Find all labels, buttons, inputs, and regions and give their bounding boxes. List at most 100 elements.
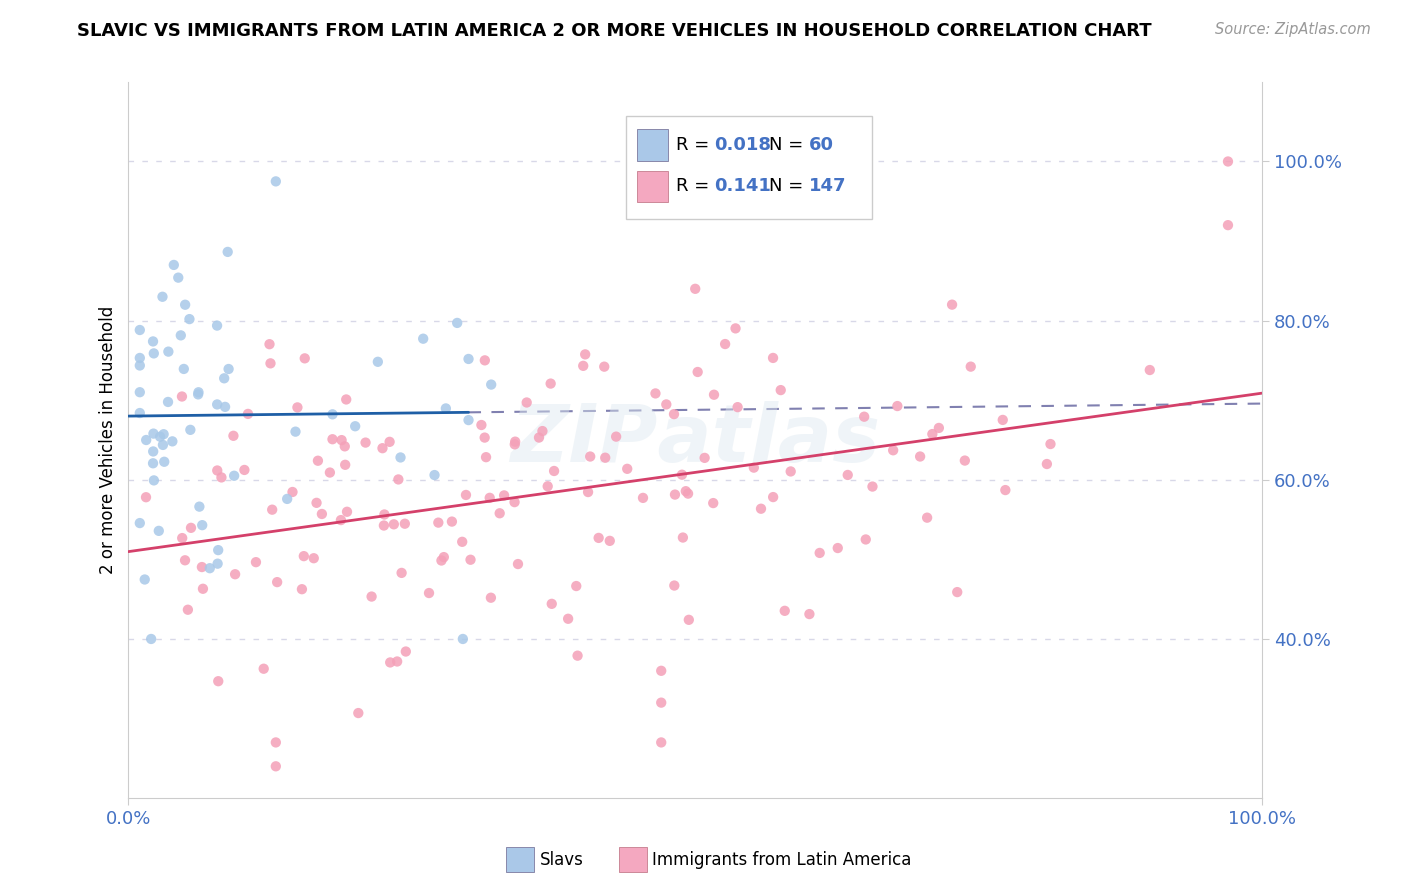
Point — [174, 298, 197, 312]
Point — [142, 444, 165, 458]
Point — [862, 479, 884, 493]
Point — [259, 356, 281, 370]
Point — [233, 463, 256, 477]
Point — [287, 401, 309, 415]
Point — [207, 674, 229, 689]
Point — [142, 346, 165, 360]
Point — [207, 557, 229, 571]
Point — [380, 656, 402, 670]
Point — [433, 550, 456, 565]
Point — [675, 484, 697, 499]
Point — [128, 323, 150, 337]
Point — [853, 409, 876, 424]
Point — [305, 496, 328, 510]
Point — [253, 662, 276, 676]
Point — [187, 385, 209, 400]
Point — [174, 553, 197, 567]
Text: R =: R = — [676, 178, 716, 195]
Point — [336, 505, 359, 519]
Point — [167, 270, 190, 285]
Point — [1039, 437, 1062, 451]
Point — [724, 321, 747, 335]
Text: R =: R = — [676, 136, 716, 153]
Point — [335, 392, 357, 407]
Point — [139, 632, 162, 646]
Point — [173, 362, 195, 376]
Point — [676, 486, 699, 500]
Point — [457, 351, 479, 366]
Y-axis label: 2 or more Vehicles in Household: 2 or more Vehicles in Household — [100, 306, 117, 574]
Point — [567, 648, 589, 663]
Point — [537, 479, 560, 493]
Point — [576, 485, 599, 500]
Point — [347, 706, 370, 720]
Point — [142, 474, 165, 488]
Point — [276, 491, 298, 506]
Point — [908, 450, 931, 464]
Text: Immigrants from Latin America: Immigrants from Latin America — [652, 851, 911, 869]
Point — [162, 434, 184, 449]
Point — [209, 470, 232, 484]
Point — [170, 328, 193, 343]
Point — [457, 413, 479, 427]
Point — [266, 575, 288, 590]
Text: ZIP​atlas: ZIP​atlas — [510, 401, 880, 479]
Point — [333, 439, 356, 453]
Point — [319, 466, 342, 480]
Point — [152, 427, 174, 442]
Point — [650, 735, 672, 749]
Point — [321, 407, 343, 421]
Point — [222, 429, 245, 443]
Point — [245, 555, 267, 569]
Point — [808, 546, 831, 560]
Point — [644, 386, 666, 401]
Point — [335, 458, 357, 472]
Point — [446, 316, 468, 330]
Point — [479, 591, 502, 605]
Text: 0.018: 0.018 — [714, 136, 772, 153]
Point — [412, 332, 434, 346]
Point — [959, 359, 981, 374]
Point — [373, 508, 395, 522]
Point — [779, 465, 801, 479]
Point — [205, 397, 228, 411]
Point — [430, 553, 453, 567]
Point — [678, 613, 700, 627]
Point — [128, 359, 150, 373]
Point — [742, 460, 765, 475]
Point — [991, 413, 1014, 427]
Point — [773, 604, 796, 618]
Point — [799, 607, 821, 621]
Point — [434, 401, 457, 416]
Point — [478, 491, 501, 505]
Point — [163, 258, 186, 272]
Point — [152, 438, 174, 452]
Point — [664, 578, 686, 592]
Point — [474, 431, 496, 445]
Point — [1216, 154, 1239, 169]
Point — [179, 312, 201, 326]
Point — [292, 549, 315, 563]
Point — [207, 543, 229, 558]
Point — [354, 435, 377, 450]
Point — [205, 318, 228, 333]
Point — [531, 424, 554, 438]
Point — [470, 417, 492, 432]
Point — [294, 351, 316, 366]
Point — [503, 434, 526, 449]
Text: N =: N = — [769, 136, 808, 153]
Point — [142, 456, 165, 470]
Point — [191, 560, 214, 574]
Point — [714, 337, 737, 351]
Point — [516, 395, 538, 409]
Point — [928, 421, 950, 435]
Point — [672, 531, 695, 545]
Point — [307, 454, 329, 468]
Point — [191, 518, 214, 533]
Point — [593, 359, 616, 374]
Point — [650, 664, 672, 678]
Point — [387, 472, 409, 486]
Point — [749, 501, 772, 516]
Point — [605, 429, 627, 443]
Point — [1216, 218, 1239, 232]
